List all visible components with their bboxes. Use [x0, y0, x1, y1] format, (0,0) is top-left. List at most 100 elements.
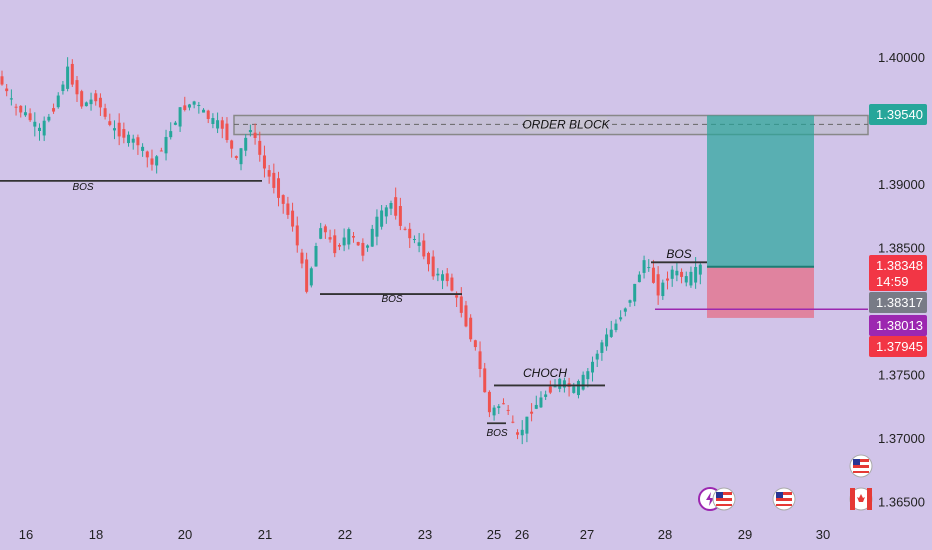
candle-body	[609, 329, 613, 337]
target-zone	[707, 115, 814, 267]
candle-body	[576, 380, 580, 396]
candle-body	[328, 237, 332, 240]
candle-body	[192, 101, 196, 105]
candle-body	[661, 282, 665, 297]
stop-zone	[707, 266, 814, 318]
candle-body	[562, 380, 566, 388]
candle-body	[239, 148, 243, 165]
candle-body	[684, 276, 688, 283]
candle-body	[680, 271, 684, 277]
price-tag-value: 1.38013	[876, 318, 923, 333]
candle-body	[558, 378, 562, 389]
us-flag-icon[interactable]	[849, 454, 873, 478]
price-tag	[869, 336, 927, 357]
candle-body	[244, 137, 248, 151]
structure-label: CHOCH	[523, 366, 567, 380]
candle-body	[155, 156, 159, 166]
y-tick-label: 1.39000	[878, 177, 925, 192]
candle-body	[417, 242, 421, 246]
candle-body	[483, 368, 487, 393]
candle-body	[497, 406, 501, 409]
candle-body	[225, 123, 229, 140]
candle-body	[342, 237, 346, 246]
x-tick-label: 28	[658, 527, 672, 542]
candle-body	[651, 267, 655, 283]
candle-body	[389, 203, 393, 209]
candle-body	[333, 235, 337, 254]
candle-body	[501, 403, 505, 405]
candle-body	[595, 353, 599, 360]
y-tick-label: 1.37000	[878, 431, 925, 446]
candle-body	[281, 195, 285, 204]
candle-body	[591, 361, 595, 373]
structure-label: BOS	[381, 294, 402, 305]
candle-body	[56, 95, 60, 108]
candle-body	[136, 137, 140, 146]
canada-flag-icon[interactable]	[849, 487, 873, 511]
candle-body	[262, 155, 266, 169]
event-icons	[698, 454, 873, 511]
candle-body	[656, 274, 660, 296]
candle-body	[178, 107, 182, 127]
candle-body	[534, 404, 538, 409]
candle-body	[408, 228, 412, 239]
candle-body	[464, 305, 468, 327]
candle-body	[183, 105, 187, 110]
candle-body	[375, 216, 379, 237]
candle-body	[694, 266, 698, 283]
y-tick-label: 1.37500	[878, 367, 925, 382]
candle-body	[61, 84, 65, 92]
candle-body	[356, 242, 360, 246]
candle-body	[445, 273, 449, 282]
candle-body	[89, 99, 93, 105]
candle-body	[394, 197, 398, 216]
candle-body	[637, 274, 641, 283]
candle-body	[623, 308, 627, 312]
us-flag-icon[interactable]	[712, 487, 736, 511]
candle-body	[455, 295, 459, 298]
candle-body	[117, 122, 121, 137]
candle-body	[619, 317, 623, 320]
candle-body	[28, 113, 32, 121]
candle-body	[9, 98, 13, 100]
us-flag-icon[interactable]	[772, 487, 796, 511]
y-tick-label: 1.40000	[878, 50, 925, 65]
candle-body	[94, 93, 98, 102]
candle-body	[80, 91, 84, 107]
candle-body	[511, 421, 515, 423]
candle-body	[469, 317, 473, 340]
x-tick-label: 30	[816, 527, 830, 542]
candle-body	[319, 228, 323, 239]
order-block-label-bg	[525, 117, 607, 132]
candle-body	[145, 151, 149, 158]
x-tick-label: 22	[338, 527, 352, 542]
structure-label: BOS	[666, 247, 691, 261]
candle-body	[600, 342, 604, 353]
candle-body	[361, 242, 365, 256]
candle-body	[492, 407, 496, 416]
candle-body	[164, 136, 168, 154]
candle-body	[75, 80, 79, 95]
candle-body	[384, 207, 388, 217]
candle-body	[23, 112, 27, 116]
candle-body	[108, 121, 112, 125]
candle-body	[37, 127, 41, 131]
x-tick-label: 20	[178, 527, 192, 542]
price-tag	[869, 292, 927, 313]
x-axis: 16 18 20 21 22 23 25 26 27 28 29 30	[19, 527, 830, 542]
candle-body	[628, 300, 632, 303]
x-tick-label: 29	[738, 527, 752, 542]
candle-body	[103, 108, 107, 117]
candle-body	[614, 323, 618, 331]
structure-label: BOS	[72, 182, 93, 193]
candle-body	[150, 158, 154, 165]
candle-body	[141, 146, 145, 151]
candle-body	[347, 229, 351, 245]
candle-body	[305, 259, 309, 292]
candle-body	[323, 226, 327, 233]
candle-body	[352, 236, 355, 238]
y-axis: 1.40000 1.39000 1.38500 1.37500 1.37000 1.365…	[878, 50, 925, 509]
x-tick-label: 26	[515, 527, 529, 542]
